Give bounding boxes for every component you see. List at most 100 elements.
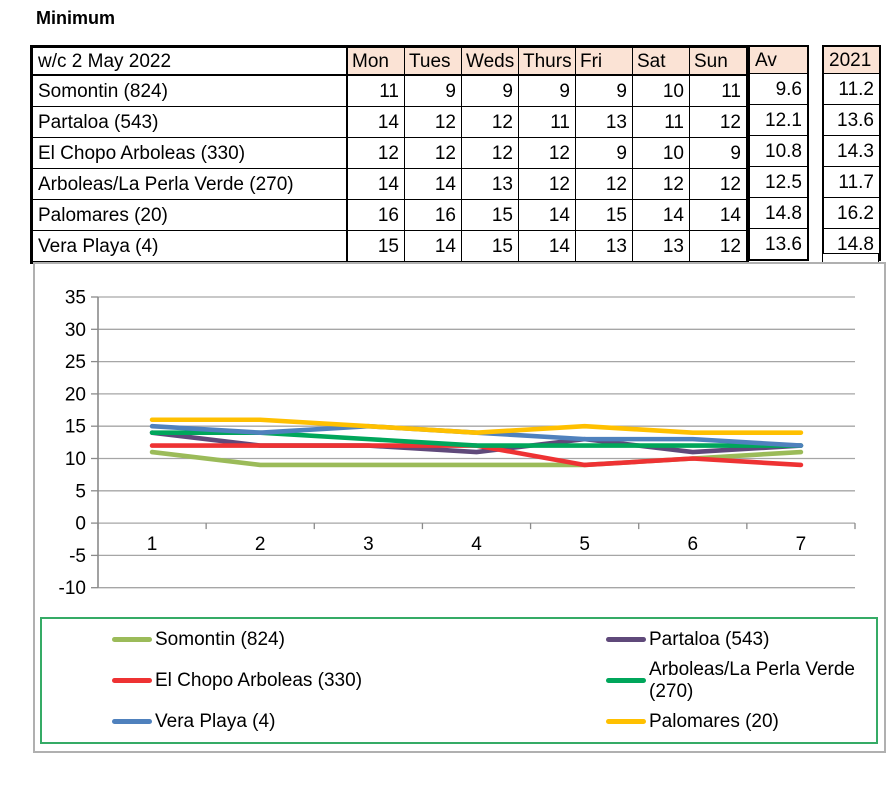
day-header-cell[interactable]: Tues (404, 46, 462, 76)
temperature-cell[interactable]: 14 (346, 168, 405, 200)
year-value-cell[interactable]: 16.2 (822, 197, 881, 229)
temperature-cell[interactable]: 14 (689, 199, 748, 231)
legend-entry[interactable]: Partaloa (543) (536, 629, 876, 651)
series-line[interactable] (149, 417, 804, 435)
location-name-cell[interactable]: Arboleas/La Perla Verde (270) (31, 168, 348, 200)
temperature-cell[interactable]: 12 (575, 168, 633, 200)
legend-label: Vera Playa (4) (155, 710, 276, 732)
temperature-cell[interactable]: 12 (461, 137, 519, 169)
temperature-cell[interactable]: 11 (346, 74, 405, 107)
legend-entry[interactable]: El Chopo Arboleas (330) (42, 670, 536, 692)
average-cell[interactable]: 12.1 (748, 104, 809, 136)
day-header-cell[interactable]: Weds (461, 46, 519, 76)
year-table-body: 11.2 13.6 14.3 11.7 16.2 14.8 (822, 73, 881, 261)
temperature-cell[interactable]: 9 (689, 137, 748, 169)
temperature-cell[interactable]: 12 (461, 106, 519, 138)
legend-entry[interactable]: Vera Playa (4) (42, 711, 536, 733)
axis-tick-label: 10 (65, 449, 86, 470)
temperature-cell[interactable]: 10 (632, 74, 690, 107)
chart-legend[interactable]: Somontin (824) Partaloa (543) El Chopo Arb… (40, 617, 878, 744)
day-header-cell[interactable]: Sun (689, 46, 748, 76)
temperature-cell[interactable]: 9 (461, 74, 519, 107)
temperature-cell[interactable]: 10 (632, 137, 690, 169)
legend-entry[interactable]: Arboleas/La Perla Verde (270) (536, 659, 876, 703)
temperature-cell[interactable]: 16 (346, 199, 405, 231)
sheet-title: Minimum (36, 8, 115, 28)
table-row: Palomares (20) 16 16 15 14 15 14 14 (31, 199, 748, 231)
temperature-cell[interactable]: 14 (346, 106, 405, 138)
location-name-cell[interactable]: Partaloa (543) (31, 106, 348, 138)
year-header-cell[interactable]: 2021 (822, 45, 881, 74)
temperature-cell[interactable]: 14 (518, 199, 576, 231)
temperature-cell[interactable]: 15 (461, 199, 519, 231)
year-value-cell[interactable]: 13.6 (822, 104, 881, 136)
axis-tick-label: 25 (65, 352, 86, 373)
legend-label: El Chopo Arboleas (330) (155, 669, 363, 691)
legend-entry[interactable]: Somontin (824) (42, 629, 536, 651)
location-name-cell[interactable]: Vera Playa (4) (31, 230, 348, 263)
chart-plot-area: 35 30 25 20 15 10 5 0 -5 -10 1 2 3 4 5 6 7 (59, 288, 856, 599)
temperature-cell[interactable]: 12 (518, 168, 576, 200)
axis-tick-label: 15 (65, 417, 86, 438)
week-label-cell[interactable]: w/c 2 May 2022 (31, 46, 348, 76)
axis-tick-label: 0 (75, 514, 86, 535)
average-cell[interactable]: 9.6 (748, 73, 809, 105)
legend-label: Somontin (824) (155, 628, 285, 650)
temperature-cell[interactable]: 14 (404, 230, 462, 263)
temperature-cell[interactable]: 13 (632, 230, 690, 263)
temperature-cell[interactable]: 9 (575, 74, 633, 107)
year-value-cell[interactable]: 11.2 (822, 73, 881, 105)
average-cell[interactable]: 10.8 (748, 135, 809, 167)
temperature-cell[interactable]: 12 (518, 137, 576, 169)
axis-tick-label: 5 (579, 534, 590, 555)
temperature-cell[interactable]: 14 (404, 168, 462, 200)
temperature-cell[interactable]: 15 (461, 230, 519, 263)
day-header-cell[interactable]: Fri (575, 46, 633, 76)
year-value-cell[interactable]: 11.7 (822, 166, 881, 198)
average-cell[interactable]: 14.8 (748, 197, 809, 229)
table-row: Arboleas/La Perla Verde (270) 14 14 13 12 12 1… (31, 168, 748, 200)
day-header-cell[interactable]: Mon (346, 46, 405, 76)
temperature-cell[interactable]: 12 (404, 137, 462, 169)
temperature-cell[interactable]: 13 (575, 106, 633, 138)
table-row: Partaloa (543) 14 12 12 11 13 11 12 (31, 106, 748, 138)
temperature-cell[interactable]: 12 (632, 168, 690, 200)
temperature-cell[interactable]: 9 (404, 74, 462, 107)
average-cell[interactable]: 12.5 (748, 166, 809, 198)
av-header-cell[interactable]: Av (748, 45, 809, 74)
temperature-cell[interactable]: 12 (689, 106, 748, 138)
temperature-cell[interactable]: 14 (632, 199, 690, 231)
legend-swatch-icon (606, 678, 646, 683)
location-name-cell[interactable]: El Chopo Arboleas (330) (31, 137, 348, 169)
temperature-cell[interactable]: 12 (404, 106, 462, 138)
temperature-cell[interactable]: 9 (575, 137, 633, 169)
temperature-cell[interactable]: 16 (404, 199, 462, 231)
legend-entry[interactable]: Palomares (20) (536, 711, 876, 733)
temperature-cell[interactable]: 9 (518, 74, 576, 107)
line-chart[interactable]: 35 30 25 20 15 10 5 0 -5 -10 1 2 3 4 5 6 7 Somontin (824… (33, 262, 886, 753)
temperature-cell[interactable]: 11 (632, 106, 690, 138)
av-table-body: 9.6 12.1 10.8 12.5 14.8 13.6 (748, 73, 809, 261)
temperature-cell[interactable]: 15 (346, 230, 405, 263)
location-name-cell[interactable]: Palomares (20) (31, 199, 348, 231)
temperature-cell[interactable]: 11 (689, 74, 748, 107)
temperature-cell[interactable]: 12 (689, 168, 748, 200)
year-value-cell[interactable]: 14.3 (822, 135, 881, 167)
temperature-cell[interactable]: 13 (575, 230, 633, 263)
table-row: Vera Playa (4) 15 14 15 14 13 13 12 (31, 230, 748, 263)
temperature-cell[interactable]: 12 (689, 230, 748, 263)
temperature-cell[interactable]: 15 (575, 199, 633, 231)
table-row: Somontin (824) 11 9 9 9 9 10 11 (31, 74, 748, 107)
day-header-cell[interactable]: Thurs (518, 46, 576, 76)
temperature-cell[interactable]: 13 (461, 168, 519, 200)
axis-tick-label: 2 (255, 534, 266, 555)
series-line[interactable] (149, 430, 804, 455)
location-name-cell[interactable]: Somontin (824) (31, 74, 348, 107)
axis-tick-label: 20 (65, 384, 86, 405)
temperature-cell[interactable]: 12 (346, 137, 405, 169)
average-cell[interactable]: 13.6 (748, 228, 809, 261)
legend-swatch-icon (112, 678, 152, 683)
temperature-cell[interactable]: 14 (518, 230, 576, 263)
temperature-cell[interactable]: 11 (518, 106, 576, 138)
day-header-cell[interactable]: Sat (632, 46, 690, 76)
